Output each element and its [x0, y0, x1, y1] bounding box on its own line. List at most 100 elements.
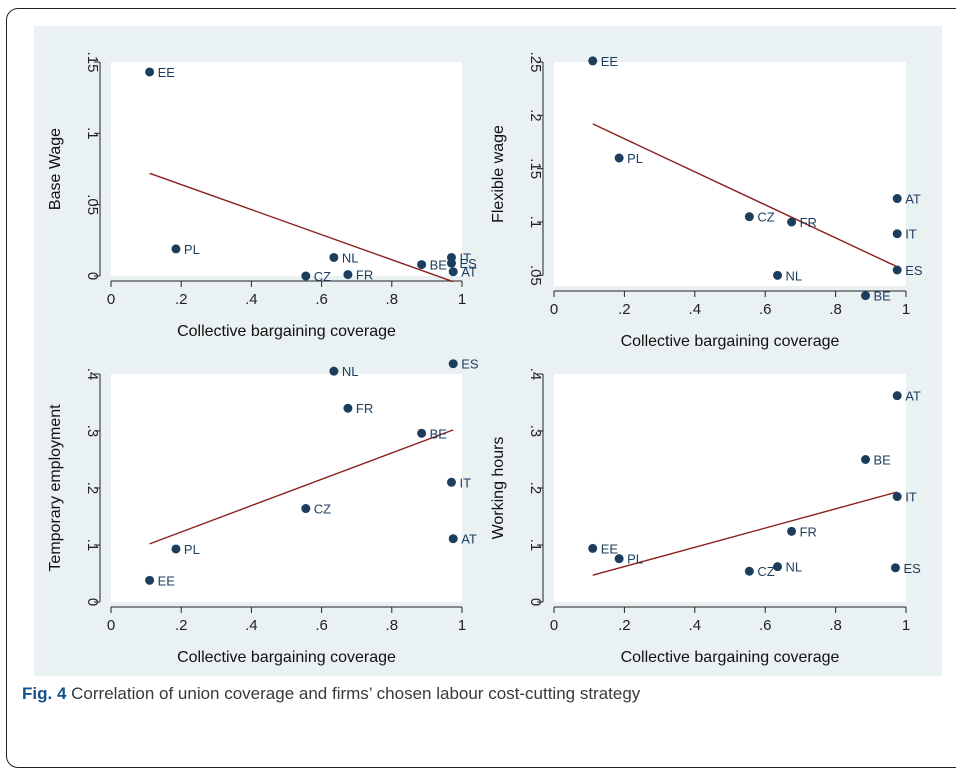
x-tick-label: .4 — [245, 617, 258, 634]
point-label-nl: NL — [786, 560, 803, 575]
x-axis-label: Collective bargaining coverage — [621, 649, 840, 666]
data-point-it — [892, 492, 902, 502]
fit-line — [149, 172, 454, 283]
point-label-cz: CZ — [757, 210, 774, 225]
data-point-be — [861, 455, 871, 464]
scatter-flexible-wage: 0 .2 .4 .6 .8 1 Collective bargaining coverage… — [490, 52, 923, 350]
data-point-nl — [773, 270, 783, 280]
scatter-temporary-employment: 0 .2 .4 .6 .8 1 Collective bargaining coverage… — [47, 357, 479, 666]
point-label-cz: CZ — [314, 269, 331, 284]
x-axis-label: Collective bargaining coverage — [177, 649, 396, 666]
y-tick-label: 0 — [84, 598, 101, 606]
y-axis-label: Working hours — [490, 437, 507, 540]
point-label-it: IT — [459, 250, 471, 265]
point-label-fr: FR — [800, 215, 817, 230]
y-tick-label: .05 — [84, 194, 101, 215]
y-axis-label: Base Wage — [47, 128, 64, 210]
point-label-pl: PL — [184, 242, 200, 257]
point-label-ee: EE — [158, 573, 176, 588]
data-point-pl — [171, 244, 181, 254]
y-tick-label: .4 — [527, 368, 544, 381]
x-tick-label: 1 — [902, 617, 910, 634]
x-tick-label: 0 — [550, 301, 558, 318]
data-point-cz — [301, 504, 311, 514]
point-label-es: ES — [459, 256, 477, 271]
x-tick-label: .6 — [759, 617, 772, 634]
point-label-at: AT — [461, 265, 477, 280]
x-tick-label: 0 — [107, 291, 115, 308]
data-point-es — [446, 258, 456, 268]
x-tick-label: .4 — [689, 617, 702, 634]
point-label-fr: FR — [800, 524, 817, 539]
x-tick-label: .2 — [175, 617, 188, 634]
plot-area — [554, 62, 906, 286]
fit-line — [592, 123, 898, 268]
point-label-nl: NL — [342, 250, 359, 265]
y-tick-label: .1 — [84, 127, 101, 140]
data-point-es — [890, 563, 900, 573]
data-point-be — [861, 291, 871, 301]
figure-label: Fig. 4 — [22, 684, 67, 703]
x-axis-label: Collective bargaining coverage — [621, 333, 840, 350]
data-point-fr — [787, 217, 797, 227]
point-label-es: ES — [905, 263, 923, 278]
data-point-be — [417, 428, 427, 438]
point-label-ee: EE — [601, 541, 619, 556]
y-tick-label: .1 — [527, 539, 544, 552]
point-label-pl: PL — [184, 542, 200, 557]
y-tick-label: .3 — [84, 425, 101, 438]
point-label-ee: EE — [158, 65, 176, 80]
point-label-it: IT — [459, 475, 471, 490]
x-tick-label: .6 — [315, 617, 328, 634]
point-label-at: AT — [461, 532, 477, 547]
y-axis-label: Temporary employment — [47, 404, 64, 572]
point-label-it: IT — [905, 227, 917, 242]
y-tick-label: .2 — [527, 109, 544, 122]
y-axis-label: Flexible wage — [490, 125, 507, 223]
point-label-ee: EE — [601, 54, 619, 69]
point-label-fr: FR — [356, 401, 373, 416]
data-point-fr — [343, 403, 353, 413]
x-tick-label: 1 — [458, 291, 466, 308]
data-point-ee — [588, 543, 598, 553]
x-tick-label: 1 — [902, 301, 910, 318]
data-point-nl — [329, 366, 339, 376]
data-point-nl — [773, 562, 783, 572]
data-point-cz — [744, 566, 754, 576]
data-point-be — [417, 260, 427, 270]
point-label-fr: FR — [356, 268, 373, 283]
x-axis-label: Collective bargaining coverage — [177, 323, 396, 340]
plot-area — [111, 62, 462, 276]
data-point-cz — [301, 271, 311, 281]
plot-area — [111, 374, 462, 602]
data-point-at — [448, 267, 458, 277]
x-tick-label: .6 — [759, 301, 772, 318]
data-point-pl — [614, 554, 624, 564]
data-point-at — [448, 534, 458, 544]
figure-caption: Fig. 4 Correlation of union coverage and… — [22, 684, 640, 704]
data-point-es — [892, 265, 902, 275]
data-point-ee — [145, 67, 155, 77]
scatter-base-wage: 0 .2 .4 .6 .8 1 Collective bargaining coverage… — [47, 52, 477, 340]
data-point-it — [892, 229, 902, 239]
data-point-at — [892, 194, 902, 204]
x-tick-label: .8 — [386, 291, 399, 308]
plot-area — [554, 374, 906, 602]
y-tick-label: .3 — [527, 425, 544, 438]
data-point-ee — [145, 575, 155, 585]
data-point-fr — [787, 526, 797, 536]
y-tick-label: .2 — [84, 482, 101, 495]
data-point-at — [892, 391, 902, 401]
x-tick-label: .2 — [618, 301, 631, 318]
x-tick-label: 0 — [550, 617, 558, 634]
data-point-pl — [614, 153, 624, 163]
fit-line — [592, 491, 898, 576]
y-tick-label: .2 — [527, 482, 544, 495]
point-label-cz: CZ — [314, 502, 331, 517]
point-label-be: BE — [430, 258, 448, 273]
data-point-nl — [329, 252, 339, 262]
x-tick-label: 1 — [458, 617, 466, 634]
point-label-nl: NL — [786, 268, 803, 283]
x-tick-label: .2 — [175, 291, 188, 308]
fit-line — [149, 429, 454, 545]
